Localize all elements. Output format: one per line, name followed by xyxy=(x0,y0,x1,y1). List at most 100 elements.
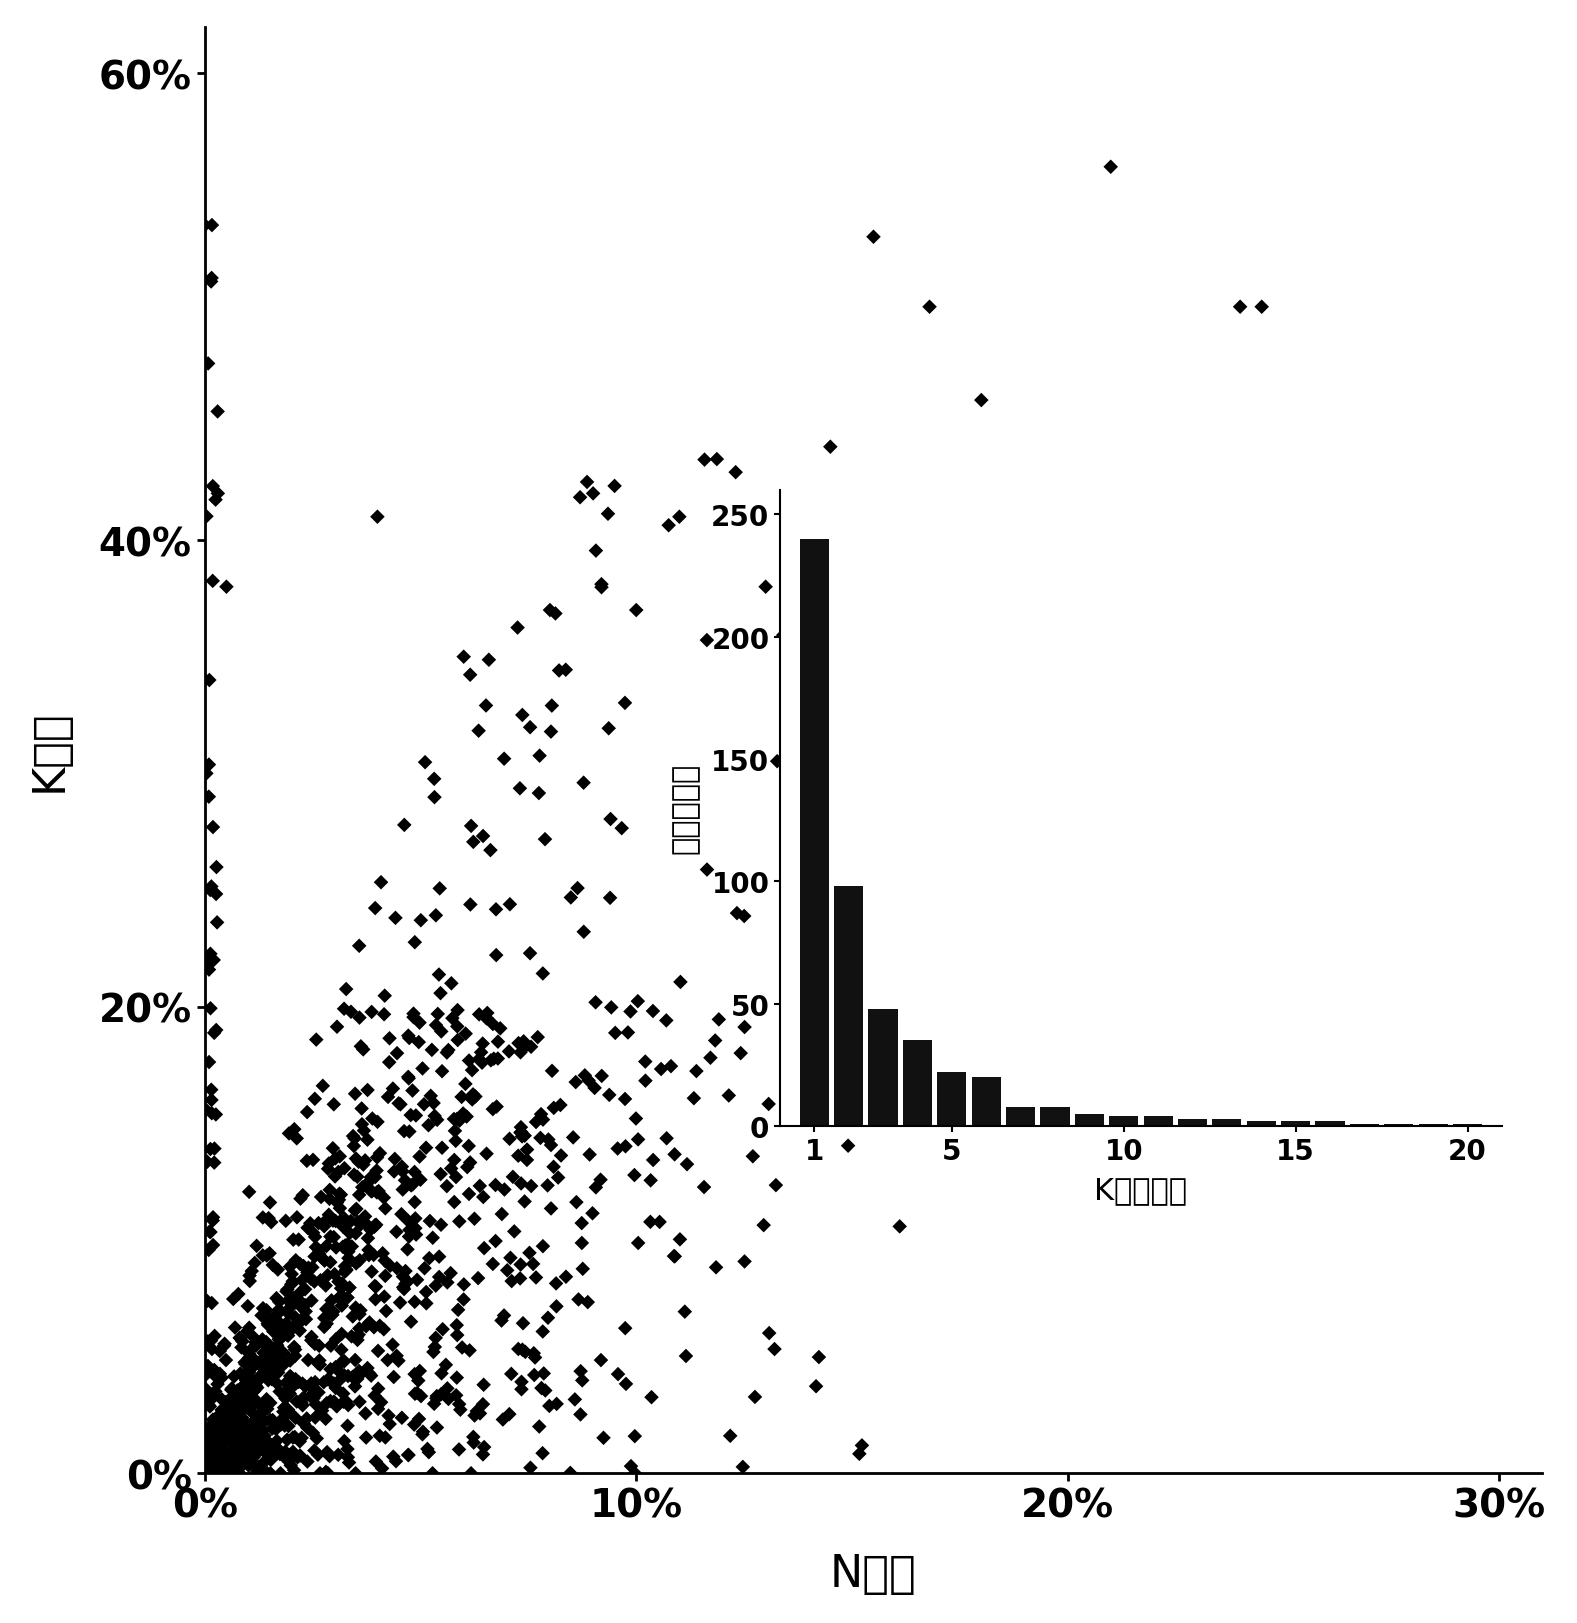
Point xyxy=(314,1391,339,1417)
Point xyxy=(203,1446,229,1472)
Point xyxy=(224,1448,249,1474)
Point xyxy=(596,716,621,742)
Point xyxy=(200,1449,226,1475)
Point xyxy=(602,474,628,500)
Point xyxy=(192,1461,218,1487)
Point xyxy=(194,1459,219,1485)
Point xyxy=(293,1373,319,1399)
Point xyxy=(197,1453,222,1479)
Point xyxy=(885,1079,910,1105)
Point xyxy=(300,1255,325,1281)
Point xyxy=(732,904,757,930)
Point xyxy=(196,1354,221,1380)
Point xyxy=(435,1386,460,1412)
Point xyxy=(904,597,929,623)
Point xyxy=(238,1388,263,1414)
Point xyxy=(364,505,390,531)
Point xyxy=(514,1136,539,1162)
Point xyxy=(199,1423,224,1449)
Point xyxy=(203,1451,229,1477)
Point xyxy=(194,1461,219,1487)
Point xyxy=(243,1250,268,1276)
Point xyxy=(740,1144,765,1170)
Point xyxy=(199,1290,224,1316)
Point xyxy=(192,1446,218,1472)
Point xyxy=(278,1453,303,1479)
Point xyxy=(251,1461,276,1487)
Point xyxy=(227,1324,252,1350)
Point xyxy=(202,1443,227,1469)
Point xyxy=(227,1417,252,1443)
Point xyxy=(806,1344,831,1370)
Point xyxy=(279,1375,304,1401)
Point xyxy=(229,1425,254,1451)
Point xyxy=(203,1449,229,1475)
Point xyxy=(278,1347,303,1373)
Y-axis label: K偏差: K偏差 xyxy=(28,709,71,792)
Point xyxy=(219,1396,244,1422)
Point xyxy=(199,1427,224,1453)
Point xyxy=(194,1428,219,1454)
Point xyxy=(730,1454,755,1480)
Point xyxy=(196,1237,221,1263)
Point xyxy=(320,1208,345,1233)
Point xyxy=(396,1065,421,1091)
Point xyxy=(323,1235,349,1261)
Point xyxy=(402,1289,427,1315)
Point xyxy=(926,644,951,670)
Point xyxy=(413,1279,438,1305)
Point xyxy=(345,1367,371,1393)
Point xyxy=(331,1389,356,1415)
Point xyxy=(271,1318,296,1344)
Point xyxy=(487,1016,513,1042)
Point xyxy=(219,1407,244,1433)
Point xyxy=(306,1350,331,1376)
Point xyxy=(202,1357,227,1383)
Point xyxy=(445,1107,470,1133)
Point xyxy=(326,1186,352,1212)
Point xyxy=(207,1402,232,1428)
Point xyxy=(397,1118,423,1144)
Point xyxy=(571,919,596,945)
Point xyxy=(331,1204,356,1230)
Point xyxy=(315,1461,341,1487)
Point xyxy=(200,1438,226,1464)
Point xyxy=(194,1459,219,1485)
Point xyxy=(203,1456,229,1482)
Point xyxy=(216,1441,241,1467)
Point xyxy=(391,813,416,839)
Point xyxy=(249,1347,274,1373)
Point xyxy=(386,1091,412,1117)
Point xyxy=(281,1269,306,1295)
Point xyxy=(334,1232,360,1258)
Point xyxy=(196,1393,221,1419)
Point xyxy=(197,1443,222,1469)
Point xyxy=(344,1220,369,1246)
Point xyxy=(199,1451,224,1477)
Point xyxy=(222,1407,248,1433)
Point xyxy=(531,1360,557,1386)
Point xyxy=(342,1198,367,1224)
Point xyxy=(221,1409,246,1435)
Point xyxy=(211,1404,237,1430)
Point xyxy=(249,1394,274,1420)
Point xyxy=(192,1446,218,1472)
Point xyxy=(410,1057,435,1083)
Point xyxy=(547,657,572,683)
Point xyxy=(421,1091,446,1117)
Point xyxy=(192,1446,218,1472)
Point xyxy=(211,1461,237,1487)
Point xyxy=(199,1417,224,1443)
Point xyxy=(309,1185,334,1211)
Point xyxy=(192,1436,218,1462)
Point xyxy=(303,1378,328,1404)
Point xyxy=(372,1001,397,1027)
Point xyxy=(260,1352,285,1378)
Point xyxy=(394,1237,419,1263)
Point xyxy=(205,399,230,425)
Point xyxy=(407,1029,432,1055)
Point xyxy=(199,1438,224,1464)
Point xyxy=(448,1397,473,1423)
Point xyxy=(287,1318,312,1344)
Point xyxy=(205,1433,230,1459)
